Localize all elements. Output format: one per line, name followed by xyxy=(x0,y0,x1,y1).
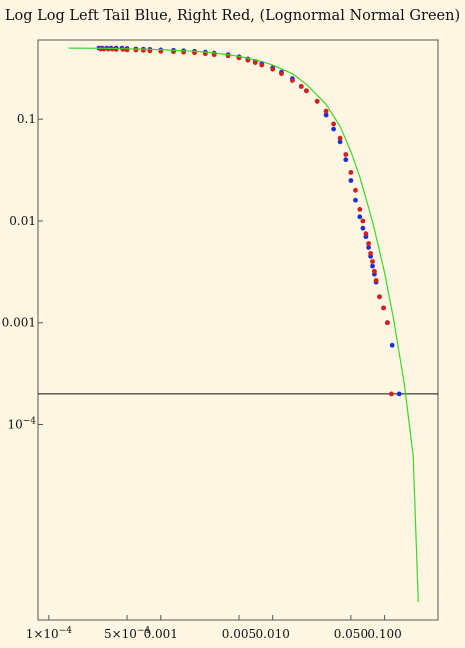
data-point xyxy=(323,112,329,118)
x-tick-label: 0.050 xyxy=(334,627,368,641)
data-point xyxy=(389,391,394,397)
data-point xyxy=(353,187,358,193)
data-point xyxy=(133,47,139,53)
data-point xyxy=(366,245,371,250)
y-tick-label: 10−4 xyxy=(7,417,36,432)
data-point xyxy=(259,62,265,68)
data-point xyxy=(381,305,386,311)
data-point xyxy=(373,278,379,283)
y-tick-label: 0.01 xyxy=(9,214,36,228)
data-point xyxy=(357,207,363,212)
data-point xyxy=(372,268,377,274)
series-layer xyxy=(68,45,419,603)
data-point xyxy=(290,78,295,83)
x-tick-label: 0.001 xyxy=(144,627,178,641)
data-point xyxy=(360,225,366,231)
data-point xyxy=(304,88,309,94)
data-point xyxy=(348,178,354,183)
data-point xyxy=(120,47,126,52)
data-point xyxy=(353,197,358,203)
data-point xyxy=(323,108,329,114)
data-point xyxy=(331,121,336,127)
data-point xyxy=(370,263,375,269)
data-point xyxy=(298,84,304,89)
y-tick-label: 0.1 xyxy=(17,112,36,126)
data-point xyxy=(337,139,343,145)
data-point xyxy=(377,294,382,300)
data-point xyxy=(389,342,395,348)
y-tick-label: 0.001 xyxy=(2,316,36,330)
data-point xyxy=(337,135,343,141)
data-point xyxy=(368,251,373,256)
data-point xyxy=(270,66,276,72)
plot-frame xyxy=(37,39,439,621)
data-point xyxy=(363,231,369,237)
chart-title: Log Log Left Tail Blue, Right Red, (Logn… xyxy=(4,8,461,24)
data-point xyxy=(360,218,366,224)
data-point xyxy=(252,60,258,65)
data-point xyxy=(370,259,375,264)
y-axis-ticks: 0.1 0.01 0.001 10−4 xyxy=(2,112,43,432)
x-tick-label: 0.100 xyxy=(367,627,401,641)
data-point xyxy=(385,320,390,326)
x-tick-label: 0.010 xyxy=(256,627,290,641)
x-axis-ticks: 1×10−4 5×10−40.001 0.005 0.010 0.050 0.100 xyxy=(26,615,402,641)
data-point xyxy=(343,157,349,163)
data-point xyxy=(331,126,336,132)
x-tick-label: 1×10−4 xyxy=(26,626,73,641)
data-point xyxy=(348,170,354,175)
data-point xyxy=(113,47,119,52)
data-point xyxy=(343,152,349,157)
x-tick-label: 0.005 xyxy=(222,627,256,641)
series-line-2 xyxy=(68,47,419,603)
data-point xyxy=(396,391,402,397)
data-point xyxy=(366,241,371,246)
data-point xyxy=(357,214,363,220)
data-point xyxy=(314,98,320,104)
data-point xyxy=(101,46,107,52)
data-point xyxy=(279,71,284,77)
